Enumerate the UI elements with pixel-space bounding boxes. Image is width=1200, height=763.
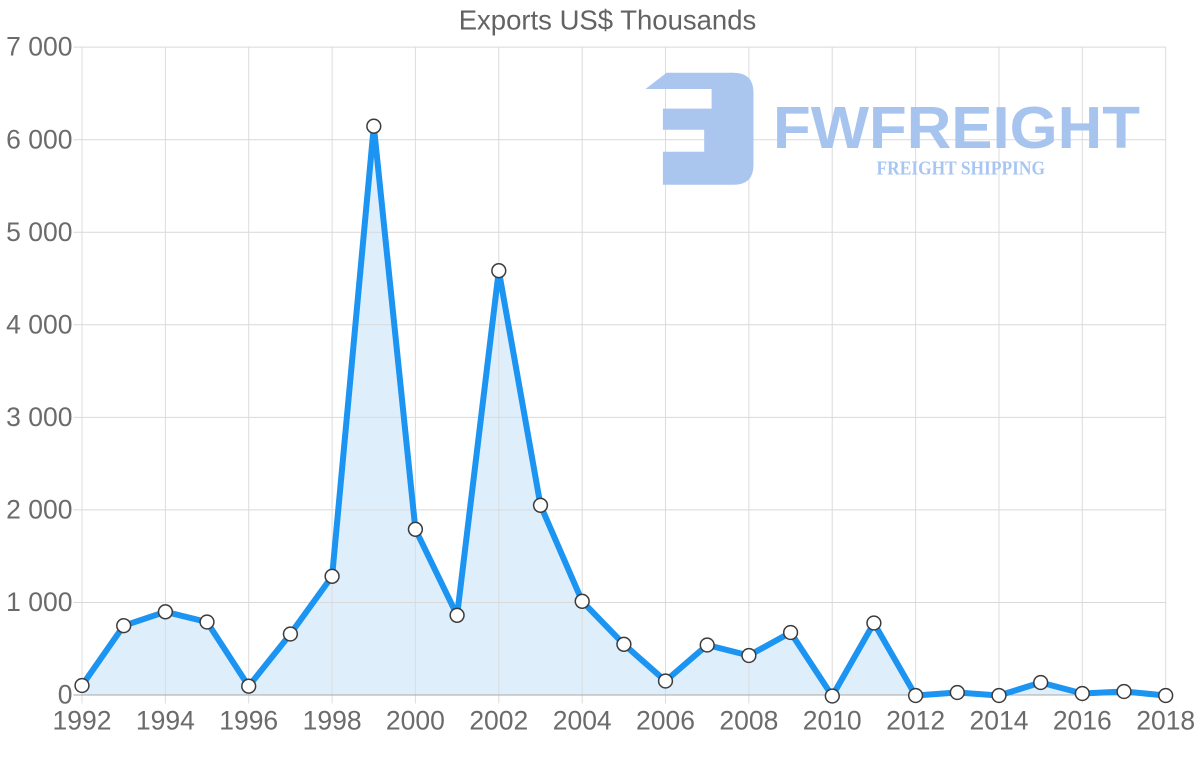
svg-text:FREIGHT SHIPPING: FREIGHT SHIPPING — [877, 157, 1046, 179]
svg-text:1994: 1994 — [136, 706, 195, 736]
svg-text:2016: 2016 — [1053, 706, 1112, 736]
svg-text:2014: 2014 — [970, 706, 1029, 736]
svg-text:2000: 2000 — [386, 706, 445, 736]
svg-text:2008: 2008 — [719, 706, 778, 736]
svg-text:2018: 2018 — [1136, 706, 1195, 736]
svg-text:2006: 2006 — [636, 706, 695, 736]
svg-text:0: 0 — [58, 680, 73, 710]
svg-text:2012: 2012 — [886, 706, 945, 736]
svg-text:5 000: 5 000 — [6, 217, 72, 247]
svg-text:1992: 1992 — [53, 706, 112, 736]
svg-text:7 000: 7 000 — [6, 32, 72, 62]
svg-text:2 000: 2 000 — [6, 495, 72, 525]
svg-text:1998: 1998 — [303, 706, 362, 736]
svg-text:Exports US$ Thousands: Exports US$ Thousands — [459, 5, 757, 36]
svg-text:2010: 2010 — [803, 706, 862, 736]
svg-text:1996: 1996 — [219, 706, 278, 736]
svg-text:2004: 2004 — [553, 706, 612, 736]
svg-text:4 000: 4 000 — [6, 309, 72, 339]
svg-text:2002: 2002 — [469, 706, 528, 736]
svg-text:FWFREIGHT: FWFREIGHT — [773, 95, 1140, 161]
svg-text:3 000: 3 000 — [6, 402, 72, 432]
svg-text:1 000: 1 000 — [6, 587, 72, 617]
svg-text:6 000: 6 000 — [6, 124, 72, 154]
